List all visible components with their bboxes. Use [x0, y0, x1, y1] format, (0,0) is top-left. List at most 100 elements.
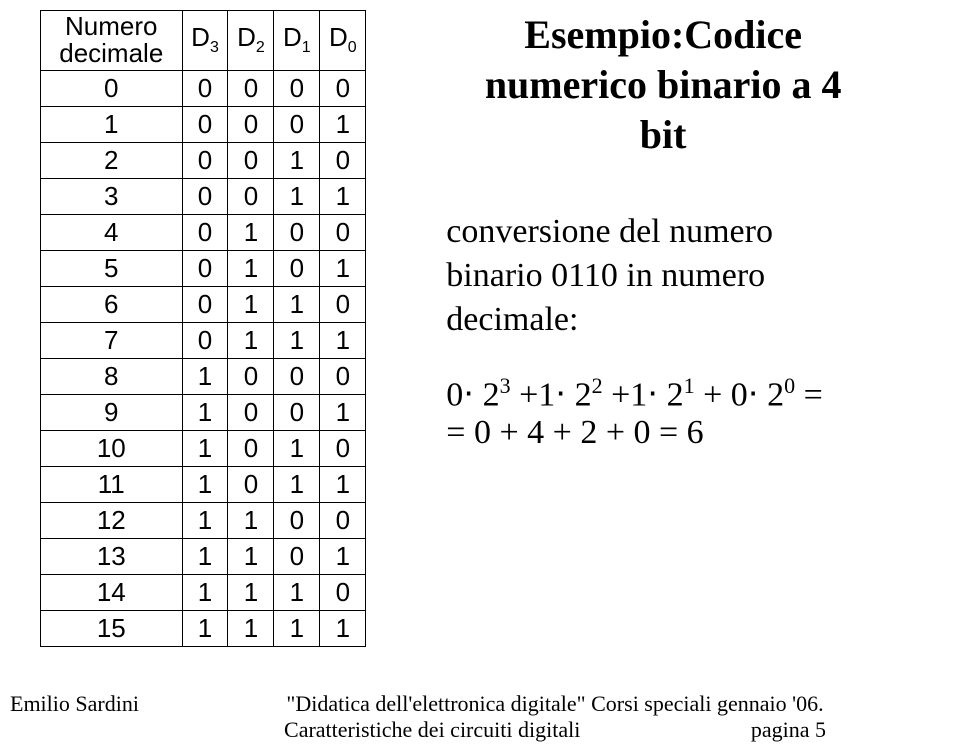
col-d2: D2: [228, 11, 274, 71]
table-row: 70111: [41, 322, 366, 358]
table-row: 30011: [41, 178, 366, 214]
table-cell: 0: [228, 358, 274, 394]
table-cell: 1: [274, 286, 320, 322]
table-cell: 10: [41, 430, 183, 466]
table-cell: 1: [228, 574, 274, 610]
table-cell: 0: [41, 70, 183, 106]
col-numero-decimale: Numero decimale: [41, 11, 183, 71]
table-cell: 1: [228, 250, 274, 286]
table-cell: 0: [320, 358, 366, 394]
table-cell: 3: [41, 178, 183, 214]
table-cell: 0: [320, 574, 366, 610]
page-title: Esempio:Codice numerico binario a 4 bit: [386, 10, 940, 160]
table-cell: 0: [320, 70, 366, 106]
table-cell: 1: [320, 322, 366, 358]
table-cell: 0: [228, 394, 274, 430]
table-row: 101010: [41, 430, 366, 466]
table-cell: 1: [41, 106, 183, 142]
table-cell: 1: [320, 466, 366, 502]
table-cell: 0: [320, 214, 366, 250]
table-header-row: Numero decimale D3 D2 D1 D0: [41, 11, 366, 71]
table-cell: 1: [320, 250, 366, 286]
table-cell: 5: [41, 250, 183, 286]
table-cell: 0: [228, 106, 274, 142]
col-d0: D0: [320, 11, 366, 71]
table-cell: 1: [320, 178, 366, 214]
footer-citation: "Didatica dell'elettronica digitale" Cor…: [190, 691, 920, 743]
page-footer: Emilio Sardini "Didatica dell'elettronic…: [0, 691, 960, 743]
table-cell: 1: [320, 610, 366, 646]
table-row: 00000: [41, 70, 366, 106]
table-cell: 0: [320, 142, 366, 178]
table-cell: 0: [228, 466, 274, 502]
table-cell: 0: [228, 430, 274, 466]
table-row: 10001: [41, 106, 366, 142]
table-cell: 0: [274, 502, 320, 538]
table-cell: 0: [320, 502, 366, 538]
table-cell: 0: [228, 70, 274, 106]
table-cell: 1: [228, 322, 274, 358]
table-cell: 0: [274, 358, 320, 394]
table-cell: 1: [182, 394, 228, 430]
table-cell: 0: [228, 142, 274, 178]
table-row: 141110: [41, 574, 366, 610]
table-cell: 0: [320, 286, 366, 322]
table-cell: 4: [41, 214, 183, 250]
table-cell: 1: [274, 466, 320, 502]
table-row: 60110: [41, 286, 366, 322]
table-cell: 1: [182, 574, 228, 610]
table-cell: 0: [182, 142, 228, 178]
table-cell: 0: [182, 178, 228, 214]
table-cell: 1: [182, 466, 228, 502]
table-cell: 13: [41, 538, 183, 574]
table-cell: 11: [41, 466, 183, 502]
table-cell: 1: [228, 538, 274, 574]
table-row: 121100: [41, 502, 366, 538]
table-cell: 0: [228, 178, 274, 214]
table-cell: 0: [182, 70, 228, 106]
table-cell: 15: [41, 610, 183, 646]
table-cell: 14: [41, 574, 183, 610]
table-row: 40100: [41, 214, 366, 250]
table-cell: 1: [274, 610, 320, 646]
table-cell: 1: [274, 322, 320, 358]
table-cell: 0: [182, 250, 228, 286]
table-cell: 0: [274, 70, 320, 106]
table-cell: 1: [320, 394, 366, 430]
table-row: 50101: [41, 250, 366, 286]
binary-table-container: Numero decimale D3 D2 D1 D0 000001000120…: [40, 10, 366, 647]
table-row: 131101: [41, 538, 366, 574]
conversion-formula: 0⋅ 23 +1⋅ 22 +1⋅ 21 + 0⋅ 20 = = 0 + 4 + …: [446, 373, 940, 452]
table-row: 81000: [41, 358, 366, 394]
table-cell: 8: [41, 358, 183, 394]
table-cell: 0: [320, 430, 366, 466]
table-cell: 2: [41, 142, 183, 178]
table-cell: 1: [274, 574, 320, 610]
table-row: 20010: [41, 142, 366, 178]
table-cell: 1: [274, 178, 320, 214]
table-cell: 0: [274, 250, 320, 286]
table-cell: 1: [182, 502, 228, 538]
table-cell: 1: [228, 502, 274, 538]
table-cell: 1: [228, 610, 274, 646]
table-row: 151111: [41, 610, 366, 646]
table-cell: 0: [274, 106, 320, 142]
table-cell: 1: [228, 286, 274, 322]
binary-table: Numero decimale D3 D2 D1 D0 000001000120…: [40, 10, 366, 647]
table-cell: 1: [320, 106, 366, 142]
conversion-description: conversione del numero binario 0110 in n…: [446, 210, 940, 343]
table-cell: 1: [182, 430, 228, 466]
table-cell: 0: [274, 214, 320, 250]
table-cell: 0: [182, 322, 228, 358]
table-cell: 1: [228, 214, 274, 250]
table-cell: 12: [41, 502, 183, 538]
table-cell: 1: [274, 142, 320, 178]
table-cell: 0: [274, 394, 320, 430]
explanation-column: Esempio:Codice numerico binario a 4 bit …: [366, 10, 940, 647]
table-cell: 9: [41, 394, 183, 430]
col-d1: D1: [274, 11, 320, 71]
table-cell: 6: [41, 286, 183, 322]
table-cell: 1: [274, 430, 320, 466]
table-row: 111011: [41, 466, 366, 502]
table-cell: 0: [182, 214, 228, 250]
